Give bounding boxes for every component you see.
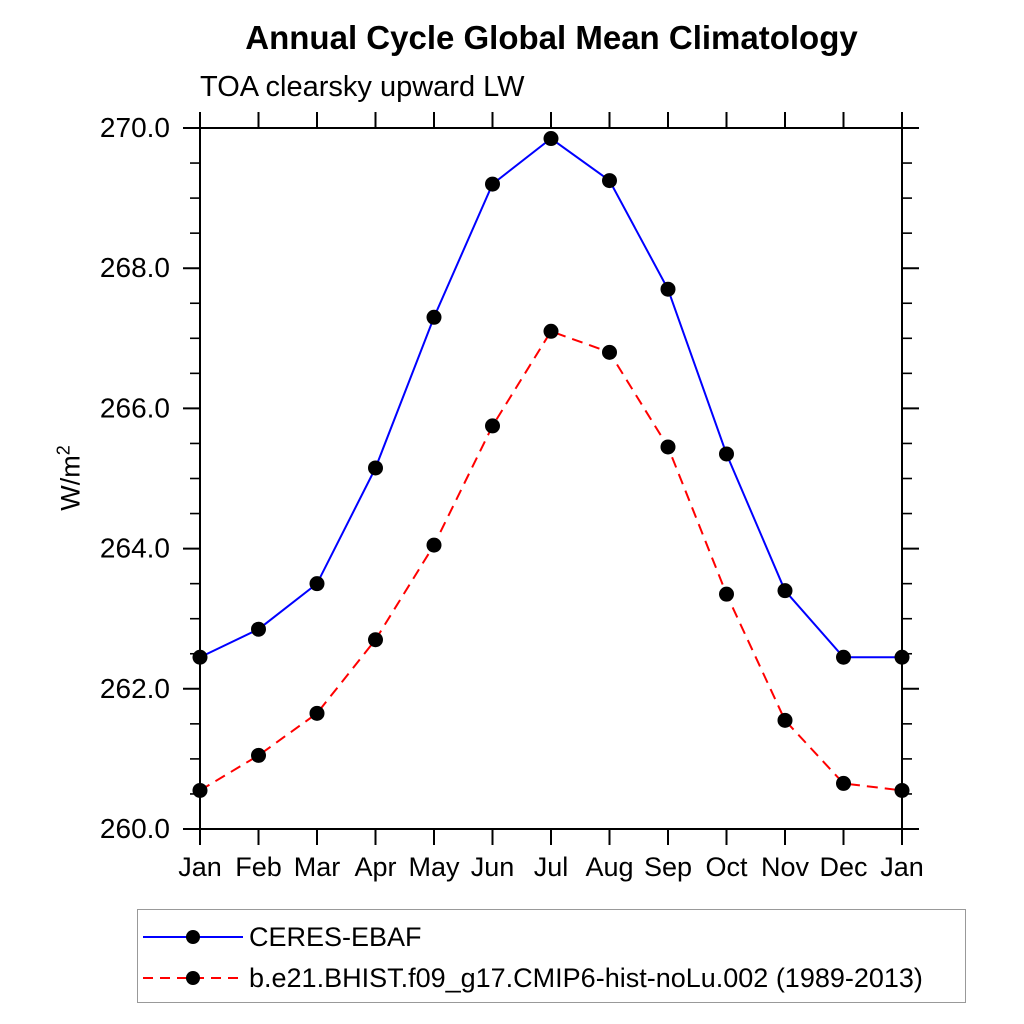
axis-frame (199, 127, 903, 830)
data-point-marker (368, 460, 383, 476)
x-tick-label: Jan (178, 852, 222, 882)
data-point-marker (719, 586, 734, 602)
data-point-marker (719, 446, 734, 462)
data-point-marker (543, 131, 559, 147)
series-line-1 (199, 137, 902, 659)
data-point-marker (251, 621, 266, 637)
data-point-marker (836, 775, 851, 791)
data-point-marker (309, 576, 325, 592)
x-tick-label: Aug (585, 852, 633, 882)
data-point-marker (894, 649, 910, 665)
x-tick-label: Jun (471, 852, 515, 882)
data-point-marker (192, 782, 208, 798)
data-point-marker (485, 176, 500, 192)
series-line-2 (199, 330, 903, 792)
data-point-marker (192, 649, 208, 665)
y-tick-label: 266.0 (100, 392, 170, 423)
chart-title: Annual Cycle Global Mean Climatology (245, 19, 858, 56)
x-tick-label: Nov (761, 852, 810, 882)
data-point-marker (836, 649, 851, 665)
data-point-marker (368, 632, 383, 648)
legend-line-sample-dashed (143, 971, 243, 985)
x-tick-label: Feb (235, 852, 282, 882)
x-tick-label: Mar (294, 852, 341, 882)
data-point-marker (602, 173, 617, 189)
legend-marker-icon (186, 971, 200, 985)
legend-item: CERES-EBAF (141, 921, 422, 952)
legend-marker-icon (186, 930, 200, 944)
data-point-marker (777, 583, 793, 599)
x-tick-label: May (408, 852, 460, 882)
data-point-marker (309, 705, 325, 721)
x-tick-label: Sep (644, 852, 692, 882)
legend: CERES-EBAF b.e21.BHIST.f09_g17.CMIP6-his… (137, 909, 966, 1003)
legend-item: b.e21.BHIST.f09_g17.CMIP6-hist-noLu.002 … (141, 962, 923, 993)
y-tick-label: 260.0 (100, 813, 170, 844)
x-tick-label: Dec (819, 852, 867, 882)
data-point-marker (660, 439, 676, 455)
y-tick-label: 268.0 (100, 252, 170, 283)
data-point-marker (660, 281, 676, 297)
data-point-marker (251, 747, 266, 763)
data-point-marker (426, 537, 442, 553)
x-tick-label: Oct (705, 852, 748, 882)
data-point-marker (602, 344, 617, 360)
y-tick-label: 270.0 (100, 112, 170, 143)
x-tick-label: Jul (534, 852, 569, 882)
data-point-marker (426, 309, 442, 325)
data-point-marker (485, 418, 500, 434)
data-point-marker (543, 323, 559, 339)
x-tick-label: Jan (880, 852, 924, 882)
legend-label: b.e21.BHIST.f09_g17.CMIP6-hist-noLu.002 … (249, 962, 923, 993)
data-point-marker (777, 712, 793, 728)
data-point-marker (894, 782, 910, 798)
x-tick-label: Apr (354, 852, 396, 882)
y-tick-label: 264.0 (100, 533, 170, 564)
chart-subtitle: TOA clearsky upward LW (200, 71, 525, 103)
legend-label: CERES-EBAF (249, 921, 422, 952)
y-tick-label: 262.0 (100, 673, 170, 704)
legend-line-sample-solid (143, 930, 243, 944)
